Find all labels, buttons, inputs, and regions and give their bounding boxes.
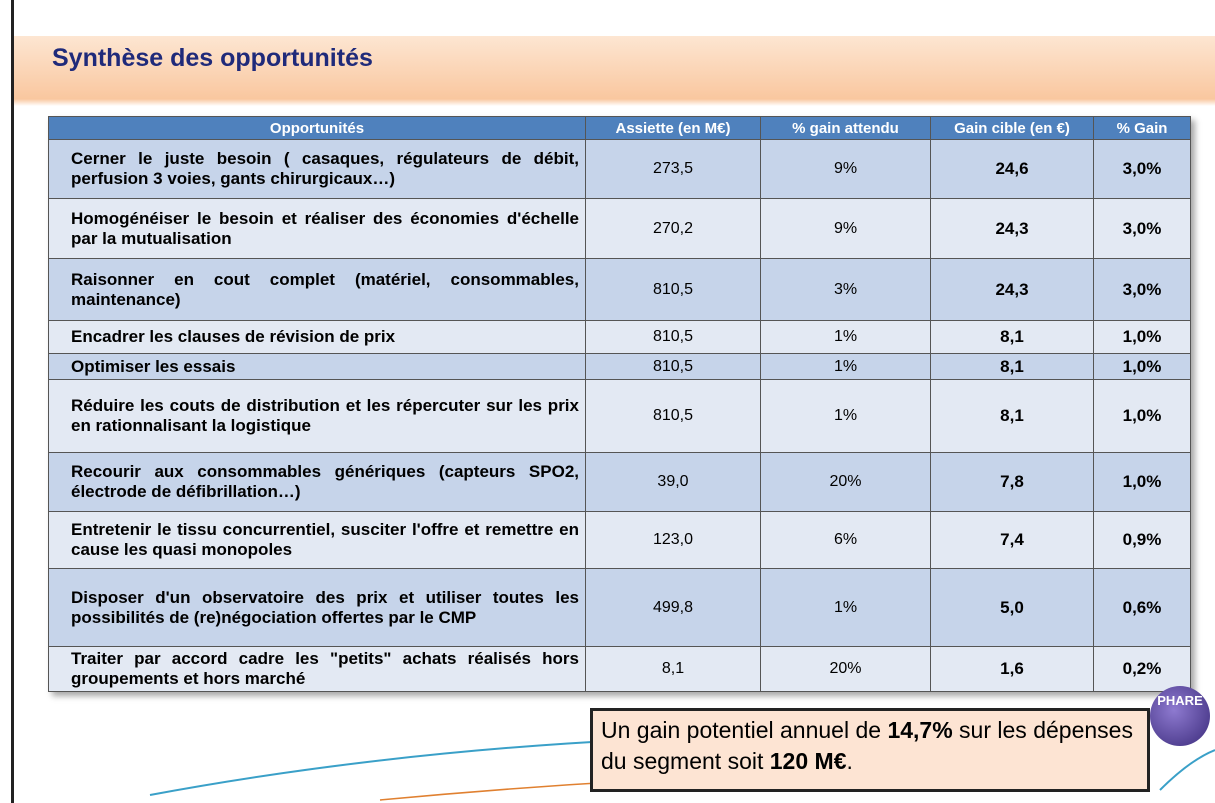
table-cell: Réduire les couts de distribution et les… [48, 379, 586, 453]
table-cell: 499,8 [585, 568, 761, 647]
column-header: Gain cible (en €) [930, 116, 1094, 140]
table-cell: 9% [760, 198, 931, 259]
left-rule [11, 0, 14, 803]
table-cell: 1% [760, 353, 931, 380]
table-cell: 8,1 [930, 353, 1094, 380]
table-cell: 5,0 [930, 568, 1094, 647]
table-cell: 3,0% [1093, 258, 1191, 321]
table-cell: 7,4 [930, 511, 1094, 569]
table-cell: 3,0% [1093, 139, 1191, 199]
table-cell: Raisonner en cout complet (matériel, con… [48, 258, 586, 321]
table-cell: Homogénéiser le besoin et réaliser des é… [48, 198, 586, 259]
logo: PHARE [1150, 686, 1210, 746]
table-cell: 7,8 [930, 452, 1094, 512]
column-header: Opportunités [48, 116, 586, 140]
callout-text: 14,7% [887, 717, 953, 743]
table-cell: 39,0 [585, 452, 761, 512]
table-cell: 0,2% [1093, 646, 1191, 692]
table-cell: 810,5 [585, 258, 761, 321]
table-cell: 1,6 [930, 646, 1094, 692]
table-cell: Traiter par accord cadre les "petits" ac… [48, 646, 586, 692]
table-row: Réduire les couts de distribution et les… [48, 379, 1191, 453]
table-cell: 0,9% [1093, 511, 1191, 569]
table-cell: 8,1 [585, 646, 761, 692]
table-cell: 270,2 [585, 198, 761, 259]
table-cell: 1% [760, 568, 931, 647]
table-cell: Cerner le juste besoin ( casaques, régul… [48, 139, 586, 199]
table-cell: 1,0% [1093, 320, 1191, 354]
slide-title: Synthèse des opportunités [52, 44, 373, 72]
callout-text: . [846, 748, 853, 774]
table-cell: 810,5 [585, 353, 761, 380]
table-cell: 810,5 [585, 379, 761, 453]
table-cell: 1,0% [1093, 379, 1191, 453]
table-row: Entretenir le tissu concurrentiel, susci… [48, 511, 1191, 569]
table-cell: 24,3 [930, 198, 1094, 259]
table-cell: 24,3 [930, 258, 1094, 321]
table-cell: Encadrer les clauses de révision de prix [48, 320, 586, 354]
table-cell: Disposer d'un observatoire des prix et u… [48, 568, 586, 647]
table-cell: 6% [760, 511, 931, 569]
table-cell: 0,6% [1093, 568, 1191, 647]
table-cell: 273,5 [585, 139, 761, 199]
table-cell: 3,0% [1093, 198, 1191, 259]
table-cell: 1% [760, 320, 931, 354]
table-cell: 1% [760, 379, 931, 453]
table-cell: 1,0% [1093, 452, 1191, 512]
callout: Un gain potentiel annuel de 14,7% sur le… [590, 708, 1150, 792]
table-row: Disposer d'un observatoire des prix et u… [48, 568, 1191, 647]
table-cell: 3% [760, 258, 931, 321]
table-row: Recourir aux consommables génériques (ca… [48, 452, 1191, 512]
column-header: % gain attendu [760, 116, 931, 140]
table-row: Encadrer les clauses de révision de prix… [48, 320, 1191, 354]
column-header: Assiette (en M€) [585, 116, 761, 140]
callout-text: sur les dépenses du segment soit [601, 717, 1133, 774]
table-row: Homogénéiser le besoin et réaliser des é… [48, 198, 1191, 259]
table-cell: Recourir aux consommables génériques (ca… [48, 452, 586, 512]
table-row: Cerner le juste besoin ( casaques, régul… [48, 139, 1191, 199]
table-row: Raisonner en cout complet (matériel, con… [48, 258, 1191, 321]
table-cell: 20% [760, 646, 931, 692]
table-cell: 1,0% [1093, 353, 1191, 380]
table-cell: 8,1 [930, 320, 1094, 354]
callout-text: Un gain potentiel annuel de [601, 717, 888, 743]
table-cell: Optimiser les essais [48, 353, 586, 380]
callout-text: 120 M€ [769, 748, 847, 774]
table-cell: 24,6 [930, 139, 1094, 199]
table-cell: 9% [760, 139, 931, 199]
column-header: % Gain [1093, 116, 1191, 140]
table-cell: 810,5 [585, 320, 761, 354]
table-cell: 20% [760, 452, 931, 512]
table-cell: 123,0 [585, 511, 761, 569]
header-row: Opportunités Assiette (en M€)% gain atten… [48, 116, 1191, 140]
table-row: Optimiser les essais 810,5 1% 8,1 1,0% [48, 353, 1191, 380]
opportunities-table: Opportunités Assiette (en M€)% gain atten… [48, 116, 1191, 692]
table-cell: Entretenir le tissu concurrentiel, susci… [48, 511, 586, 569]
table-cell: 8,1 [930, 379, 1094, 453]
title-band [14, 36, 1215, 106]
table-row: Traiter par accord cadre les "petits" ac… [48, 646, 1191, 692]
